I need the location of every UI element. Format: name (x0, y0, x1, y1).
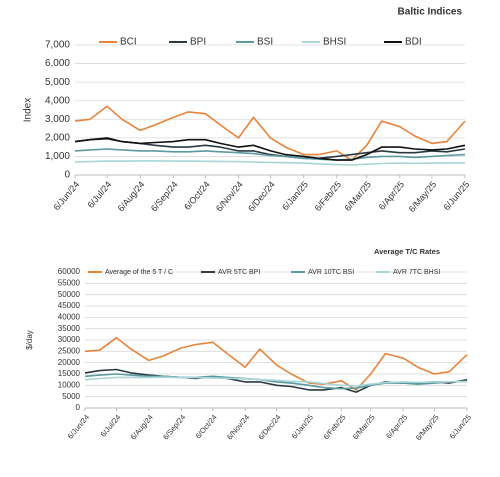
legend-label: AVR 5TC BPI (218, 269, 260, 276)
y-tick-label: 1,000 (45, 151, 70, 162)
series-line (74, 148, 466, 161)
series-line (84, 336, 468, 391)
y-tick-label: 5000 (62, 392, 80, 401)
y-tick-label: 0 (76, 403, 81, 412)
y-tick-label: 7,000 (45, 40, 70, 51)
y-tick-label: 0 (64, 170, 70, 181)
legend-label: Average of the 5 T / C (105, 269, 173, 276)
legend-label: BDI (405, 37, 422, 48)
legend-label: BCI (120, 37, 137, 48)
y-tick-label: 30000 (58, 335, 81, 344)
y-tick-label: 50000 (58, 290, 81, 299)
y-tick-label: 4,000 (45, 95, 70, 106)
y-tick-label: 60000 (58, 267, 81, 276)
chart-title: Baltic Indices (398, 7, 463, 18)
y-tick-label: 45000 (58, 301, 81, 310)
legend-label: BHSI (323, 37, 346, 48)
y-tick-label: 2,000 (45, 132, 70, 143)
legend-label: BSI (257, 37, 273, 48)
y-tick-label: 40000 (58, 312, 81, 321)
y-tick-label: 15000 (58, 369, 81, 378)
y-tick-label: 35000 (58, 324, 81, 333)
y-axis-label: Index (23, 98, 34, 122)
y-tick-label: 5,000 (45, 77, 70, 88)
legend-label: AVR 7TC BHSI (393, 269, 440, 276)
y-tick-label: 3,000 (45, 114, 70, 125)
y-tick-label: 10000 (58, 380, 81, 389)
y-tick-label: 20000 (58, 358, 81, 367)
y-tick-label: 25000 (58, 346, 81, 355)
y-tick-label: 55000 (58, 278, 81, 287)
y-tick-label: 6,000 (45, 58, 70, 69)
legend-label: AVR 10TC BSI (308, 269, 354, 276)
y-axis-label: $/day (25, 330, 34, 350)
chart-title: Average T/C Rates (374, 247, 440, 256)
series-line (74, 105, 466, 161)
series-line (84, 376, 468, 387)
legend-label: BPI (190, 37, 206, 48)
series-line (74, 160, 465, 166)
series-line (74, 137, 466, 161)
series-line (84, 373, 468, 390)
